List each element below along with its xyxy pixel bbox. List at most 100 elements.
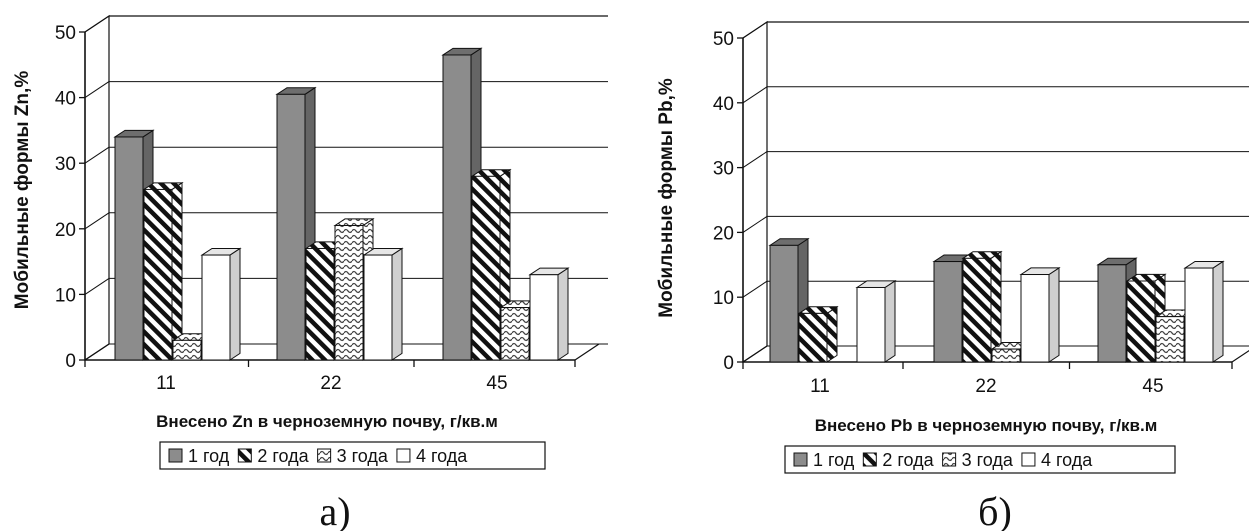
x-tick-label: 22 (320, 373, 341, 394)
bar-front (305, 247, 335, 361)
y-axis-label: Мобильные формы Zn,% (12, 71, 33, 310)
legend-label: 4 года (416, 446, 468, 466)
legend-item: 1 год (168, 446, 230, 466)
bar-side (229, 247, 241, 361)
chart-panel-pb: 0 10 20 30 40 50 11 22 45 Внесено Pb в чернозем… (656, 20, 1249, 531)
y-tick-label: 20 (713, 223, 734, 244)
bar-side (391, 247, 403, 361)
bar (797, 305, 839, 363)
bar (855, 279, 897, 363)
bar (1019, 266, 1061, 363)
x-tick-label: 22 (975, 376, 996, 397)
bar-front (798, 312, 828, 363)
bar-front (1097, 264, 1127, 363)
bar-side (1212, 260, 1224, 363)
legend-swatch (317, 448, 332, 463)
bar-side (826, 305, 838, 363)
floor (84, 343, 608, 361)
bar-front (442, 54, 472, 361)
y-tick-label: 20 (55, 220, 76, 241)
floor (742, 345, 1249, 363)
legend-item: 3 года (942, 450, 1014, 470)
bar-side (171, 181, 183, 361)
grid-lines (84, 14, 608, 362)
y-tick-label: 40 (713, 94, 734, 115)
x-axis-label: Внесено Pb в черноземную почву, г/кв.м (815, 416, 1158, 435)
bar (142, 181, 184, 361)
grid-line-diag (84, 212, 110, 230)
y-tick-labels: 0 10 20 30 40 50 (713, 29, 734, 374)
legend-swatch (793, 452, 808, 467)
bar-front (363, 254, 393, 361)
bar (200, 247, 242, 361)
grid-line-diag (84, 277, 110, 295)
x-axis-label: Внесено Zn в черноземную почву, г/кв.м (156, 412, 498, 431)
legend-swatch (396, 448, 411, 463)
y-tick-label: 0 (723, 353, 734, 374)
bar-side (557, 267, 569, 361)
grid-line-diag (742, 280, 768, 298)
bar-front (1155, 316, 1185, 363)
y-tick-label: 30 (55, 154, 76, 175)
legend-item: 4 года (396, 446, 468, 466)
bars (768, 237, 1225, 363)
y-tick-label: 10 (713, 288, 734, 309)
panel-caption: б) (978, 489, 1012, 531)
x-tick-label: 11 (810, 376, 830, 397)
y-axis-label: Мобильные формы Pb,% (656, 78, 677, 318)
bar-front (334, 225, 364, 361)
bar-front (991, 348, 1021, 363)
bar-front (1184, 267, 1214, 363)
legend-swatch (168, 448, 183, 463)
legend-item: 2 года (862, 450, 935, 470)
legend-swatch (942, 452, 957, 467)
x-tick-label: 45 (1142, 376, 1163, 397)
grid-line-diag (84, 15, 110, 33)
y-tick-label: 0 (65, 351, 76, 372)
bar-front (276, 93, 306, 361)
bar-front (856, 286, 886, 363)
bar-front (1020, 274, 1050, 363)
x-tick-labels: 11 22 45 (810, 376, 1163, 397)
bar-side (1048, 266, 1060, 363)
legend-label: 3 года (337, 446, 389, 466)
bar (1183, 260, 1225, 363)
legend-swatch (862, 452, 877, 467)
bar-front (201, 254, 231, 361)
grid-line-diag (84, 146, 110, 164)
bar-side (884, 279, 896, 363)
legend-box (784, 445, 1176, 474)
bar-front (1126, 280, 1156, 363)
bar-front (172, 339, 202, 361)
grid-line-diag (742, 21, 768, 39)
y-tick-label: 10 (55, 285, 76, 306)
grid-line-diag (742, 215, 768, 233)
bar-front (529, 274, 559, 361)
bar (528, 267, 570, 361)
legend-label: 1 год (813, 450, 855, 470)
bar (362, 247, 404, 361)
grid-line-diag (742, 86, 768, 104)
legend-label: 4 года (1041, 450, 1093, 470)
chart-panel-zn: 0 10 20 30 40 50 11 22 45 Внесено Zn в чернозем… (12, 14, 608, 531)
x-tick-labels: 11 22 45 (156, 373, 507, 394)
bar-front (471, 175, 501, 361)
x-axis-edge (574, 343, 600, 361)
grid-lines (742, 20, 1249, 364)
y-tick-label: 30 (713, 159, 734, 180)
panel-caption: а) (319, 489, 350, 531)
y-tick-labels: 0 10 20 30 40 50 (55, 23, 76, 372)
bar-front (114, 136, 144, 361)
x-tick-label: 11 (156, 373, 176, 394)
bars (113, 47, 570, 361)
y-tick-label: 40 (55, 89, 76, 110)
bar-front (769, 244, 799, 363)
legend-item: 1 год (793, 450, 855, 470)
bar-front (962, 257, 992, 363)
legend-label: 2 года (882, 450, 934, 470)
legend-label: 1 год (188, 446, 230, 466)
legend-swatch (237, 448, 252, 463)
legend-swatch (1021, 452, 1036, 467)
legend-item: 2 года (237, 446, 310, 466)
